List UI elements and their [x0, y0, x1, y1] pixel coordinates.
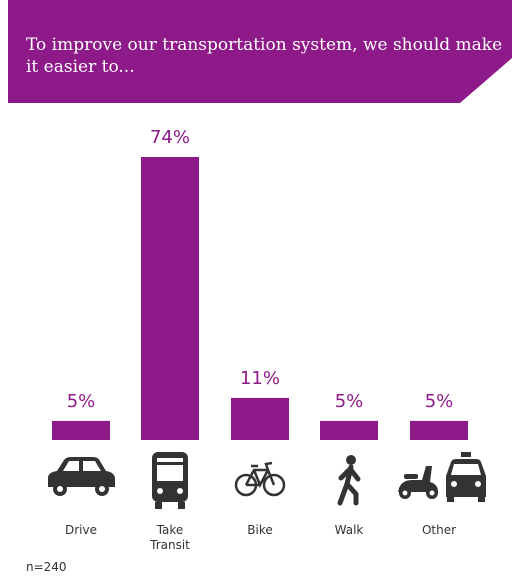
- value-label: 5%: [334, 390, 364, 412]
- chart-title: To improve our transportation system, we…: [26, 35, 503, 77]
- bar-walk: [320, 420, 378, 440]
- category-label: Walk: [334, 523, 364, 537]
- sample-size-note: n=240: [26, 560, 67, 574]
- car-icon: [48, 457, 115, 496]
- bar-bike: [231, 397, 289, 440]
- bar-take-transit: [141, 157, 199, 440]
- category-label: Bike: [247, 523, 273, 537]
- bus-icon: [152, 452, 188, 509]
- scooter-taxi-icon: [398, 452, 486, 502]
- bicycle-icon: [234, 461, 286, 497]
- value-label: 74%: [149, 127, 190, 148]
- bar-other: [410, 420, 468, 440]
- category-label: Drive: [65, 523, 97, 537]
- pedestrian-icon: [337, 455, 361, 506]
- category-label: Other: [421, 523, 457, 537]
- category-label: Take Transit: [150, 523, 190, 552]
- value-label: 5%: [66, 390, 96, 412]
- bar-drive: [52, 420, 110, 440]
- value-label: 11%: [239, 367, 280, 389]
- banner-shape: [8, 0, 512, 103]
- value-label: 5%: [424, 390, 454, 412]
- title-banner: To improve our transportation system, we…: [8, 0, 512, 103]
